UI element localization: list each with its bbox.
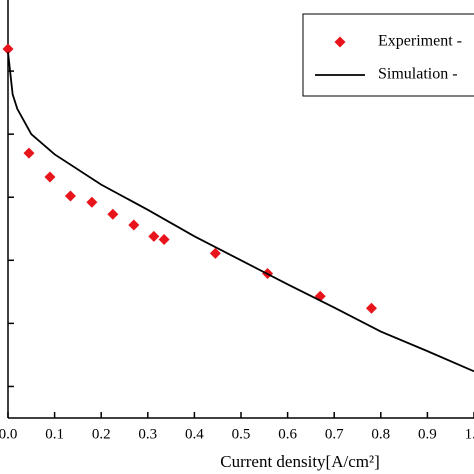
x-tick-label: 0.2 — [92, 426, 111, 442]
x-tick-label: 0.5 — [232, 426, 251, 442]
legend-box — [302, 13, 474, 97]
experiment-point — [86, 196, 98, 208]
x-tick-label: 0.7 — [325, 426, 344, 442]
x-tick-label: 0.1 — [45, 426, 64, 442]
experiment-point — [209, 247, 221, 259]
legend-label: Simulation - — [378, 66, 458, 83]
experiment-point — [148, 230, 160, 242]
legend-label: Experiment - — [378, 33, 462, 50]
experiment-point — [23, 147, 35, 159]
x-tick-label: 0.0 — [0, 426, 17, 442]
experiment-point — [2, 43, 14, 55]
experiment-point — [44, 171, 56, 183]
x-tick-label: 0.6 — [278, 426, 297, 442]
experiment-point — [158, 233, 170, 245]
experiment-point — [107, 208, 119, 220]
simulation-line — [7, 52, 474, 373]
legend-symbol — [334, 36, 346, 48]
x-axis-label: Current density[A/cm²] — [220, 452, 379, 471]
x-tick-label: 0.3 — [138, 426, 157, 442]
x-tick-label: 0.9 — [418, 426, 437, 442]
x-tick-label: 1.0 — [465, 426, 474, 442]
experiment-point — [64, 190, 76, 202]
experiment-point — [128, 219, 140, 231]
x-tick-label: 0.8 — [371, 426, 390, 442]
experiment-point — [365, 302, 377, 314]
x-tick-label: 0.4 — [185, 426, 204, 442]
